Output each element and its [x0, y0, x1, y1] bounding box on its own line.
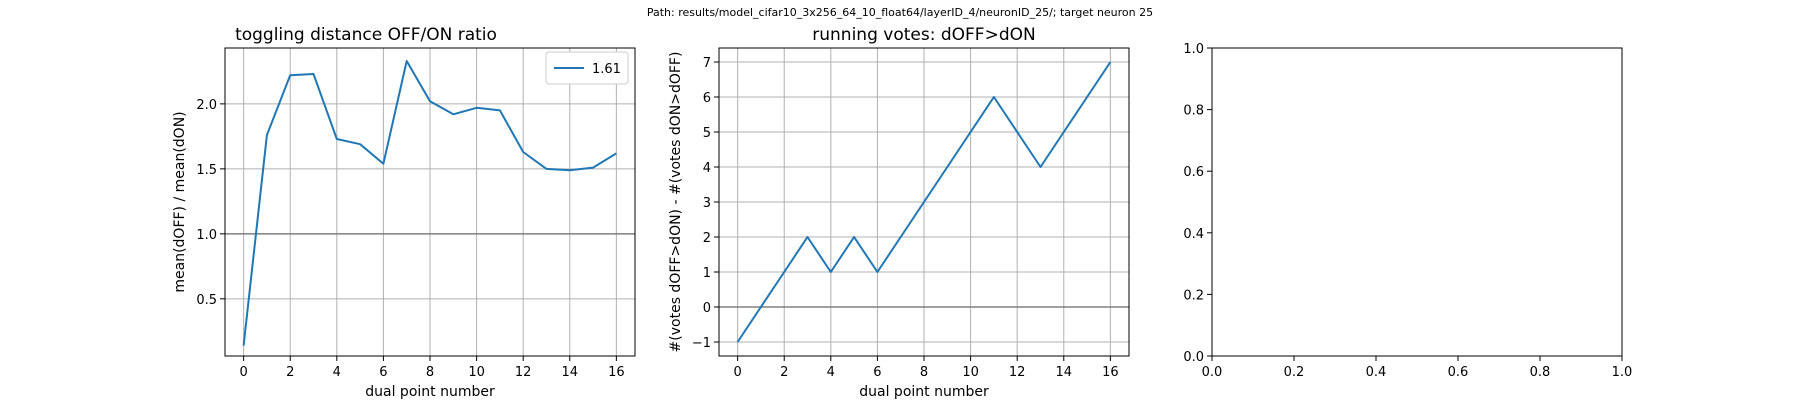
- panel-empty-y-tick-label: 0.6: [1183, 165, 1204, 180]
- panel-votes-x-tick-label: 8: [920, 365, 928, 380]
- panel-votes-x-tick-label: 0: [733, 365, 741, 380]
- panel-votes-x-tick-label: 12: [1009, 365, 1026, 380]
- panel-votes-series-line: [736, 61, 1112, 343]
- legend-label: 1.61: [592, 62, 621, 77]
- panel-votes-y-tick-label: 3: [703, 196, 711, 211]
- panel-ratio-xlabel: dual point number: [365, 384, 495, 400]
- panel-votes-y-tick-label: 0: [703, 301, 711, 316]
- panel-empty-x-tick-label: 0.4: [1366, 365, 1387, 380]
- panel-empty-frame: [1211, 47, 1623, 357]
- panel-votes-y-tick-label: 7: [703, 56, 711, 71]
- panel-votes-title: running votes: dOFF>dON: [812, 25, 1035, 45]
- panel-votes-y-tick-label: 1: [703, 266, 711, 281]
- panel-votes-y-tick-label: 5: [703, 126, 711, 141]
- panel-empty-y-tick-label: 1.0: [1183, 42, 1204, 57]
- panel-votes-x-tick-label: 16: [1102, 365, 1119, 380]
- panel-ratio-x-tick-label: 14: [561, 365, 578, 380]
- panel-ratio-ylabel: mean(dOFF) / mean(dON): [172, 111, 188, 292]
- panel-ratio-y-tick-label: 1.5: [196, 163, 217, 178]
- panel-ratio-series-line: [242, 60, 617, 346]
- panel-votes-y-tick-label: −1: [692, 336, 711, 351]
- panel-ratio-y-tick-label: 2.0: [196, 98, 217, 113]
- panel-empty-x-tick-label: 0.2: [1284, 365, 1305, 380]
- panel-ratio-x-tick-label: 10: [468, 365, 485, 380]
- panel-votes-x-tick-label: 4: [827, 365, 835, 380]
- panel-ratio-x-tick-label: 0: [239, 365, 247, 380]
- panel-votes-ylabel: #(votes dOFF>dON) - #(votes dON>dOFF): [668, 52, 684, 353]
- panel-ratio-x-tick-label: 4: [333, 365, 341, 380]
- panel-votes-x-tick-label: 2: [780, 365, 788, 380]
- panel-ratio-y-tick-label: 1.0: [196, 228, 217, 243]
- legend-box: [545, 51, 629, 85]
- panel-empty: 0.0 0.2 0.4 0.6 0.8 1.0 0.0 0.2 0.4 0.6 0.8 1.0: [1183, 42, 1632, 380]
- panel-ratio-x-tick-label: 6: [379, 365, 387, 380]
- panel-empty-x-tick-label: 0.0: [1202, 365, 1223, 380]
- panel-ratio-x-tick-label: 2: [286, 365, 294, 380]
- panel-votes: running votes: dOFF>dON 0 2 4 6 8 10 12 14 16−10…: [668, 25, 1130, 400]
- panel-votes-y-tick-label: 4: [703, 161, 711, 176]
- panel-ratio-y-tick-label: 0.5: [196, 293, 217, 308]
- panel-votes-x-tick-label: 6: [873, 365, 881, 380]
- panel-empty-y-tick-label: 0.4: [1183, 227, 1204, 242]
- panel-ratio-x-tick-label: 16: [608, 365, 625, 380]
- panel-empty-y-tick-label: 0.2: [1183, 288, 1204, 303]
- panel-ratio-x-tick-label: 8: [426, 365, 434, 380]
- panel-ratio: toggling distance OFF/ON ratio 0 2 4 6 8 10 12…: [172, 25, 636, 400]
- panel-votes-y-tick-label: 6: [703, 91, 711, 106]
- panel-empty-x-tick-label: 1.0: [1612, 365, 1633, 380]
- panel-votes-xlabel: dual point number: [859, 384, 989, 400]
- panel-empty-y-tick-label: 0.8: [1183, 104, 1204, 119]
- panel-ratio-title: toggling distance OFF/ON ratio: [235, 25, 497, 45]
- panel-votes-x-tick-label: 10: [962, 365, 979, 380]
- panel-empty-x-tick-label: 0.6: [1448, 365, 1469, 380]
- panel-votes-x-tick-label: 14: [1055, 365, 1072, 380]
- panel-ratio-legend: 1.61: [545, 51, 629, 85]
- figure-suptitle: Path: results/model_cifar10_3x256_64_10_…: [647, 6, 1153, 19]
- panel-votes-y-tick-label: 2: [703, 231, 711, 246]
- panel-ratio-x-tick-label: 12: [515, 365, 532, 380]
- panel-empty-x-tick-label: 0.8: [1530, 365, 1551, 380]
- panel-empty-y-tick-label: 0.0: [1183, 350, 1204, 365]
